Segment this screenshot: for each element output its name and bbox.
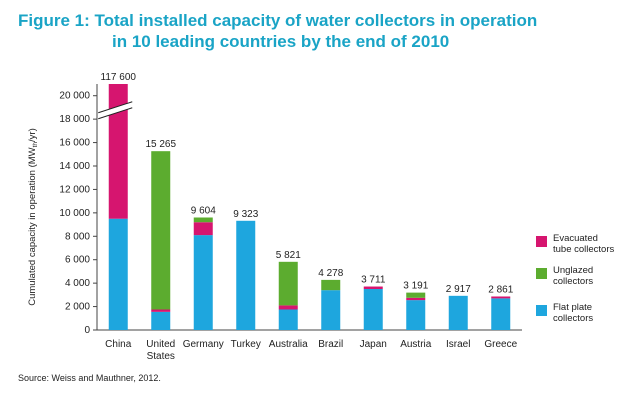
total-label-japan: 3 711 (361, 275, 386, 286)
y-tick-label-4000: 4 000 (65, 278, 90, 289)
bar-israel-flat-plate-collectors (448, 295, 468, 330)
y-tick-label-2000: 2 000 (65, 302, 90, 313)
axis-break-line-1 (98, 101, 133, 114)
bar-austria-evacuated-tube-collectors (406, 297, 426, 301)
bar-greece-evacuated-tube-collectors (491, 296, 511, 299)
bar-china-flat-plate-collectors (108, 218, 128, 330)
x-tick-label-germany: Germany (183, 339, 224, 350)
x-tick-label-japan: Japan (360, 339, 387, 350)
bar-united-states-evacuated-tube-collectors (151, 309, 171, 312)
y-tick-label-6000: 6 000 (65, 255, 90, 266)
bar-japan-flat-plate-collectors (363, 289, 383, 330)
y-tick-label-10000: 10 000 (59, 208, 90, 219)
legend-swatch-evacuated-tube-collectors (536, 236, 547, 247)
source-note: Source: Weiss and Mauthner, 2012. (18, 373, 161, 383)
total-label-brazil: 4 278 (318, 268, 343, 279)
total-label-germany: 9 604 (191, 205, 216, 216)
x-tick-label-brazil: Brazil (318, 339, 343, 350)
axis-break-gap (98, 101, 133, 119)
total-label-austria: 3 191 (403, 281, 428, 292)
bar-germany-evacuated-tube-collectors (193, 222, 213, 236)
bar-austria-flat-plate-collectors (406, 300, 426, 330)
x-tick-label-united-states: United (146, 339, 175, 350)
x-tick-label-china: China (105, 339, 132, 350)
legend-label-unglazed-collectors: Unglazed (553, 265, 593, 276)
x-tick-label-austria: Austria (400, 339, 432, 350)
x-tick-label-greece: Greece (484, 339, 517, 350)
bar-brazil-unglazed-collectors (321, 279, 341, 291)
bar-brazil-flat-plate-collectors (321, 290, 341, 330)
y-tick-label-12000: 12 000 (59, 184, 90, 195)
legend-swatch-flat-plate-collectors (536, 305, 547, 316)
x-tick-label-united-states-line-2: States (147, 351, 175, 362)
x-tick-label-turkey: Turkey (231, 339, 261, 350)
bar-australia-evacuated-tube-collectors (278, 305, 298, 310)
axis-break-line-2 (98, 107, 133, 120)
chart-title: Figure 1: Total installed capacity of wa… (18, 10, 618, 52)
x-tick-label-australia: Australia (269, 339, 308, 350)
y-tick-label-16000: 16 000 (59, 138, 90, 149)
y-tick-label-20000: 20 000 (59, 91, 90, 102)
bar-turkey-flat-plate-collectors (236, 220, 256, 330)
legend-swatch-unglazed-collectors (536, 268, 547, 279)
bar-united-states-unglazed-collectors (151, 151, 171, 310)
bar-greece-flat-plate-collectors (491, 298, 511, 330)
total-label-turkey: 9 323 (233, 209, 258, 220)
legend-label-unglazed-collectors-line-2: collectors (553, 276, 593, 287)
y-axis-title: Cumulated capacity in operation (MWth/yr… (27, 128, 39, 306)
chart-title-line-2: in 10 leading countries by the end of 20… (112, 32, 450, 51)
bar-china-evacuated-tube-collectors (108, 84, 128, 219)
y-tick-label-0: 0 (84, 325, 90, 336)
bar-united-states-flat-plate-collectors (151, 311, 171, 330)
x-tick-label-israel: Israel (446, 339, 470, 350)
total-label-united-states: 15 265 (145, 139, 176, 150)
legend-label-evacuated-tube-collectors: Evacuated (553, 233, 598, 244)
total-label-australia: 5 821 (276, 250, 301, 261)
legend-label-flat-plate-collectors: Flat plate (553, 302, 592, 313)
bar-germany-unglazed-collectors (193, 217, 213, 223)
bar-australia-unglazed-collectors (278, 261, 298, 306)
bar-germany-flat-plate-collectors (193, 235, 213, 330)
total-label-greece: 2 861 (488, 284, 513, 295)
legend-label-flat-plate-collectors-line-2: collectors (553, 313, 593, 324)
bar-austria-unglazed-collectors (406, 292, 426, 298)
bar-australia-flat-plate-collectors (278, 309, 298, 330)
total-label-israel: 2 917 (446, 284, 471, 295)
y-tick-label-8000: 8 000 (65, 231, 90, 242)
y-tick-label-18000: 18 000 (59, 114, 90, 125)
y-tick-label-14000: 14 000 (59, 161, 90, 172)
chart-title-line-1: Figure 1: Total installed capacity of wa… (18, 11, 538, 30)
bar-japan-evacuated-tube-collectors (363, 286, 383, 289)
legend-label-evacuated-tube-collectors-line-2: tube collectors (553, 244, 615, 255)
total-label-china: 117 600 (101, 72, 137, 83)
